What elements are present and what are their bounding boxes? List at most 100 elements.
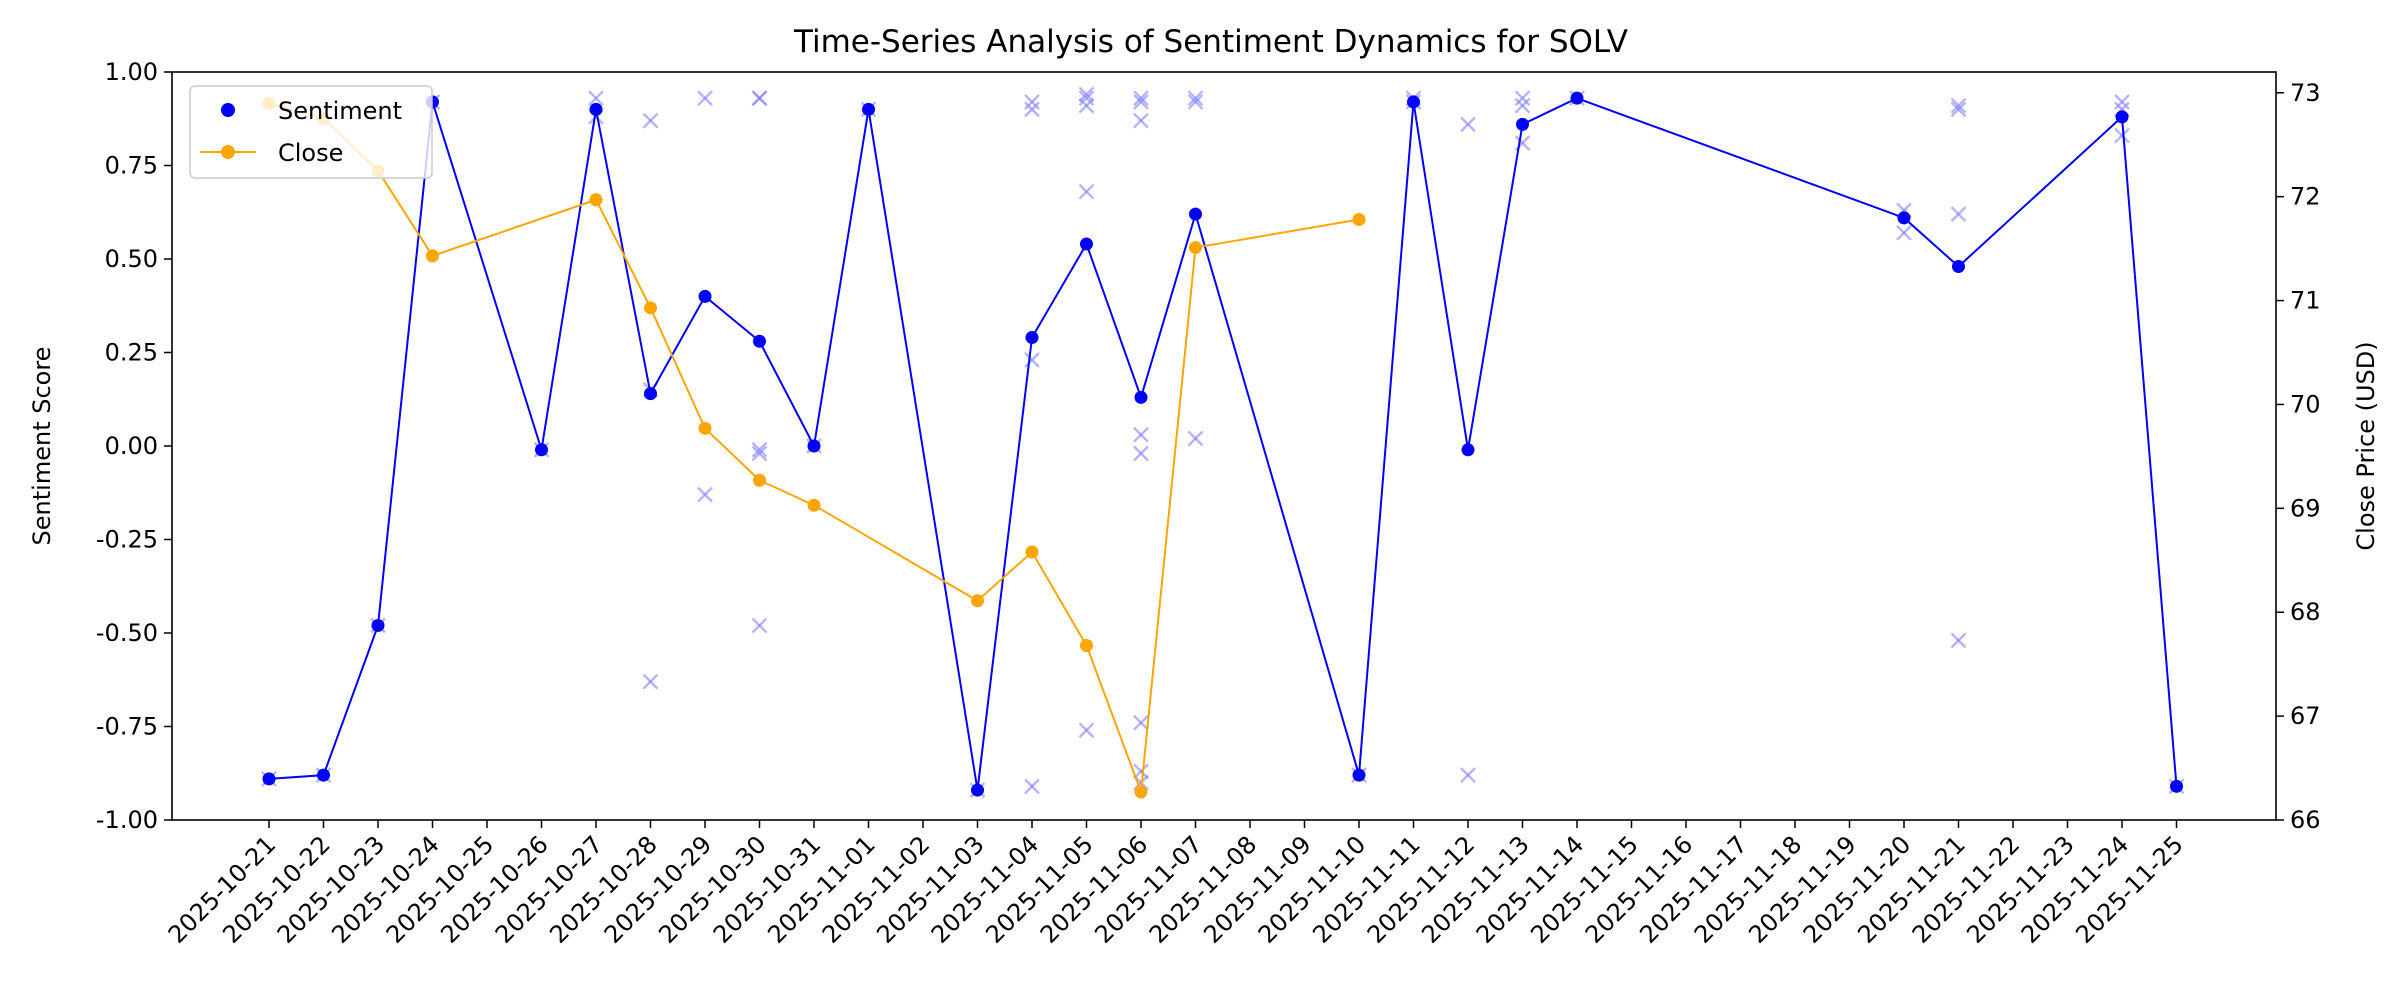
sentiment-x-marker-35 xyxy=(1133,763,1149,780)
sentiment-x-marker-43 xyxy=(1460,116,1476,133)
sentiment-x-marker-33 xyxy=(1133,445,1149,462)
sentiment-point-0 xyxy=(262,772,276,786)
x-stroke-b xyxy=(1950,632,1967,649)
sentiment-x-marker-22 xyxy=(1024,352,1040,368)
x-stroke-b xyxy=(1133,714,1149,731)
sentiment-x-marker-9 xyxy=(642,673,659,690)
close-point-14 xyxy=(1352,213,1366,227)
x-stroke-b xyxy=(1133,763,1149,780)
sentiment-x-marker-32 xyxy=(1133,426,1149,443)
y-left-tick-label-7: -0.75 xyxy=(96,713,158,741)
x-stroke-b xyxy=(1078,86,1095,103)
close-point-8 xyxy=(807,498,821,512)
sentiment-point-18 xyxy=(1461,443,1475,457)
sentiment-x-marker-37 xyxy=(1187,90,1204,107)
x-stroke-b xyxy=(1133,94,1149,110)
x-stroke-b xyxy=(1950,206,1967,222)
x-stroke-b xyxy=(1187,90,1204,107)
x-stroke-b xyxy=(1078,722,1095,739)
close-point-6 xyxy=(698,421,712,435)
x-stroke-b xyxy=(1896,224,1912,241)
x-stroke-b xyxy=(1133,112,1149,129)
legend-label-sentiment: Sentiment xyxy=(278,97,402,125)
y-left-tick-label-1: 0.75 xyxy=(105,152,158,180)
x-stroke-b xyxy=(751,617,768,634)
y-right-tick-label-0: 73 xyxy=(2290,79,2321,107)
x-stroke-b xyxy=(642,673,659,690)
legend-marker-sentiment xyxy=(221,103,235,117)
y-right-tick-label-2: 71 xyxy=(2290,287,2321,315)
sentiment-point-8 xyxy=(753,334,766,348)
x-stroke-b xyxy=(751,445,768,462)
sentiment-x-marker-23 xyxy=(1024,778,1040,795)
x-stroke-b xyxy=(751,441,768,458)
x-stroke-b xyxy=(1024,778,1040,795)
y-left-tick-label-4: 0.00 xyxy=(105,432,158,460)
sentiment-x-marker-7 xyxy=(642,112,659,129)
y-right-tick-label-7: 66 xyxy=(2290,806,2321,834)
sentiment-point-19 xyxy=(1516,117,1529,131)
x-stroke-b xyxy=(1078,90,1095,107)
close-point-10 xyxy=(1025,545,1039,559)
sentiment-point-13 xyxy=(1080,237,1093,251)
sentiment-x-marker-51 xyxy=(1950,97,1967,114)
sentiment-x-marker-28 xyxy=(1078,722,1095,739)
sentiment-point-17 xyxy=(1407,95,1420,109)
sentiment-x-marker-15 xyxy=(751,445,768,462)
x-stroke-b xyxy=(1187,430,1204,447)
sentiment-point-10 xyxy=(862,102,875,116)
close-point-13 xyxy=(1189,241,1202,255)
sentiment-x-marker-54 xyxy=(1950,632,1967,649)
sentiment-x-marker-45 xyxy=(1514,90,1531,107)
sentiment-x-marker-34 xyxy=(1133,714,1149,731)
y-axis-label-right: Close Price (USD) xyxy=(2352,341,2380,550)
close-point-3 xyxy=(426,249,439,263)
sentiment-x-marker-46 xyxy=(1514,97,1531,114)
sentiment-x-marker-53 xyxy=(1950,206,1967,222)
sentiment-point-5 xyxy=(589,102,603,116)
x-stroke-b xyxy=(2114,127,2130,144)
y-left-tick-label-5: -0.25 xyxy=(96,526,158,554)
sentiment-x-marker-25 xyxy=(1078,90,1095,107)
close-point-11 xyxy=(1080,638,1093,652)
legend: Sentiment Close xyxy=(189,85,433,179)
sentiment-x-marker-29 xyxy=(1133,90,1149,107)
x-stroke-b xyxy=(1950,97,1967,114)
sentiment-point-4 xyxy=(535,443,548,457)
y-left-tick-label-3: 0.25 xyxy=(105,339,158,367)
sentiment-x-marker-57 xyxy=(2114,127,2130,144)
x-stroke-b xyxy=(1133,90,1149,107)
sentiment-point-7 xyxy=(698,289,712,303)
sentiment-x-marker-21 xyxy=(1024,101,1040,118)
x-stroke-b xyxy=(1514,90,1531,107)
sentiment-x-marker-50 xyxy=(1896,224,1912,241)
y-left-tick-label-8: -1.00 xyxy=(96,806,158,834)
sentiment-point-9 xyxy=(807,439,821,453)
x-stroke-b xyxy=(1133,445,1149,462)
sentiment-point-2 xyxy=(371,619,385,633)
y-left-tick-label-6: -0.50 xyxy=(96,619,158,647)
sentiment-point-20 xyxy=(1570,91,1584,105)
close-point-5 xyxy=(644,301,657,315)
legend-marker-close xyxy=(221,145,235,159)
y-right-tick-label-3: 70 xyxy=(2290,390,2321,418)
sentiment-x-marker-13 xyxy=(751,90,768,107)
sentiment-point-24 xyxy=(2170,779,2183,793)
sentiment-x-marker-11 xyxy=(697,486,713,503)
sentiment-point-12 xyxy=(1025,331,1039,345)
y-right-tick-label-4: 69 xyxy=(2290,494,2321,522)
x-stroke-b xyxy=(588,90,604,107)
sentiment-point-11 xyxy=(971,783,984,797)
x-stroke-b xyxy=(1078,97,1095,114)
x-stroke-b xyxy=(697,486,713,503)
x-stroke-b xyxy=(1024,94,1040,110)
sentiment-x-marker-55 xyxy=(2114,94,2130,110)
sentiment-point-1 xyxy=(317,768,330,782)
sentiment-x-marker-24 xyxy=(1078,86,1095,103)
x-stroke-b xyxy=(697,90,713,107)
x-stroke-b xyxy=(1078,183,1095,200)
y-left-tick-label-2: 0.50 xyxy=(105,245,158,273)
sentiment-point-21 xyxy=(1897,211,1911,225)
sentiment-point-15 xyxy=(1189,207,1202,221)
sentiment-x-marker-31 xyxy=(1133,112,1149,129)
